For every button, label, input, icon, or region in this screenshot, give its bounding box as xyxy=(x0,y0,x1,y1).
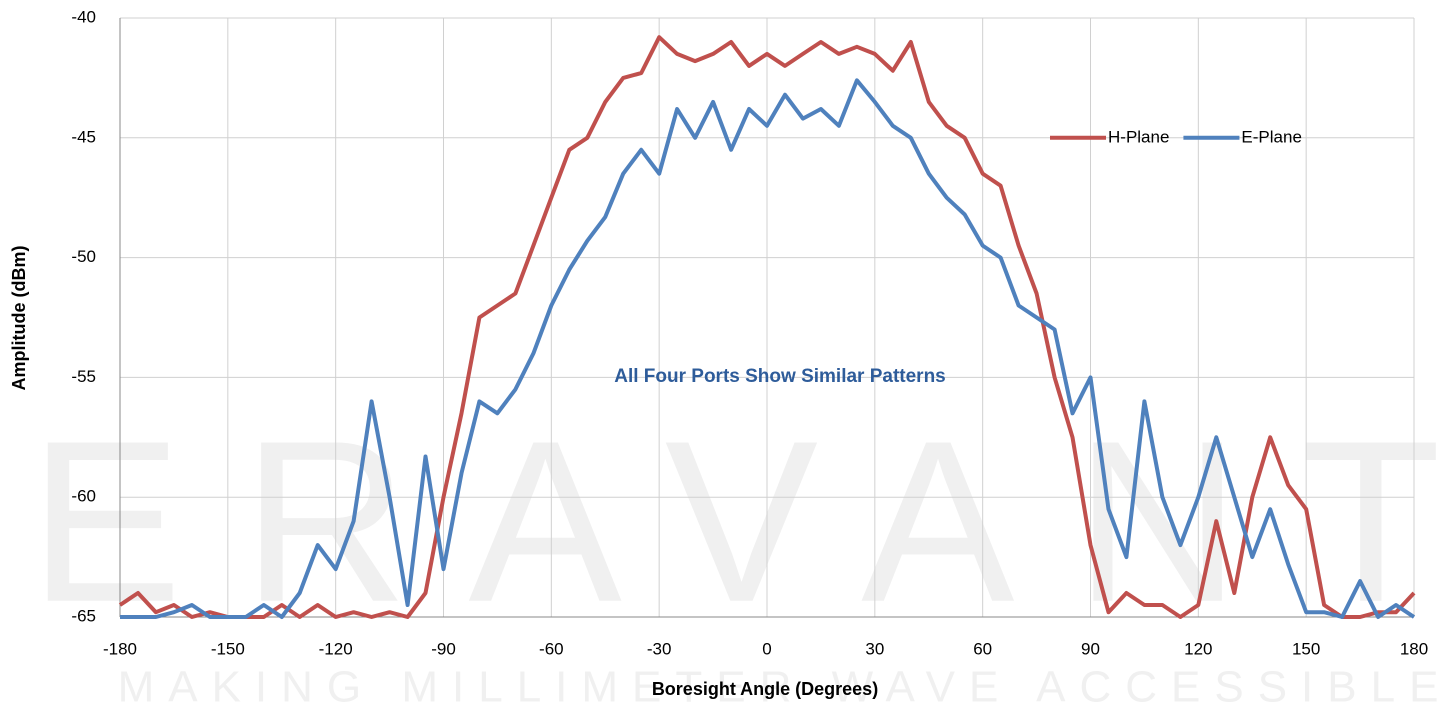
y-tick-label: -40 xyxy=(71,7,96,26)
x-axis-title: Boresight Angle (Degrees) xyxy=(652,679,878,699)
x-tick-label: 0 xyxy=(762,639,771,658)
annotation: All Four Ports Show Similar Patterns xyxy=(614,366,946,387)
x-tick-label: -30 xyxy=(647,639,672,658)
legend-label: H-Plane xyxy=(1108,127,1169,146)
x-tick-label: 60 xyxy=(973,639,992,658)
y-tick-label: -50 xyxy=(71,247,96,266)
legend-label: E-Plane xyxy=(1241,127,1301,146)
y-tick-label: -65 xyxy=(71,606,96,625)
x-tick-label: -120 xyxy=(319,639,353,658)
series-line xyxy=(120,78,1416,619)
watermark-tagline: MAKING MILLIMETER WAVE ACCESSIBLE xyxy=(118,663,1450,707)
y-tick-label: -60 xyxy=(71,487,96,506)
x-tick-label: 30 xyxy=(865,639,884,658)
y-axis-title: Amplitude (dBm) xyxy=(9,246,29,391)
x-tick-label: 150 xyxy=(1292,639,1320,658)
x-tick-label: 120 xyxy=(1184,639,1212,658)
y-tick-label: -55 xyxy=(71,367,96,386)
watermark-logo: ERAVANT xyxy=(29,393,1450,650)
x-tick-label: -180 xyxy=(103,639,137,658)
x-tick-label: 90 xyxy=(1081,639,1100,658)
series-line xyxy=(118,35,1416,619)
x-tick-label: -90 xyxy=(431,639,456,658)
x-tick-label: 180 xyxy=(1400,639,1428,658)
x-tick-label: -150 xyxy=(211,639,245,658)
x-tick-label: -60 xyxy=(539,639,564,658)
y-tick-label: -45 xyxy=(71,127,96,146)
